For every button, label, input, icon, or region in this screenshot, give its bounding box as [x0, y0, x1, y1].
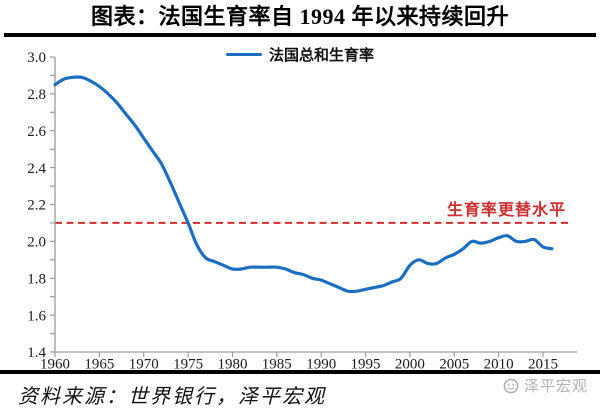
page-title: 图表：法国生育率自 1994 年以来持续回升: [90, 4, 509, 29]
x-tick-label: 1990: [306, 357, 336, 371]
y-tick-label: 1.6: [27, 308, 46, 324]
y-tick-label: 1.4: [27, 345, 46, 361]
data-source-note: 资料来源：世界银行，泽平宏观: [18, 386, 326, 408]
x-tick-label: 2000: [395, 357, 425, 371]
replacement-level-label: 生育率更替水平: [446, 202, 566, 219]
x-tick-label: 1980: [218, 357, 248, 371]
y-tick-label: 2.8: [27, 87, 46, 103]
x-tick-label: 2005: [439, 357, 469, 371]
watermark: 泽平宏观: [502, 375, 588, 396]
x-tick-label: 1965: [84, 357, 114, 371]
zepinghongguan-logo-icon: [503, 378, 519, 393]
y-tick-label: 1.8: [27, 271, 46, 287]
x-tick-label: 2010: [484, 357, 514, 371]
x-tick-label: 1960: [40, 357, 70, 371]
x-tick-label: 1970: [129, 357, 159, 371]
x-tick-label: 2015: [528, 357, 558, 371]
fertility-chart-svg: 1.4 1.6 1.8 2.0 2.2 2.4 2.6 2.8 3.0 1960 1965 1970 1…: [27, 50, 577, 371]
x-tick-label: 1985: [262, 357, 292, 371]
y-tick-label: 2.4: [27, 161, 46, 177]
bottom-divider-rule: [0, 370, 600, 374]
y-tick-label: 3.0: [27, 50, 46, 66]
fertility-rate-line: [53, 75, 554, 294]
x-tick-label: 1995: [351, 357, 381, 371]
x-tick-label: 1975: [173, 357, 203, 371]
y-tick-label: 2.0: [27, 235, 46, 251]
top-divider-rule: [4, 33, 596, 37]
y-tick-label: 2.6: [27, 124, 46, 140]
y-tick-label: 2.2: [27, 198, 46, 214]
watermark-text: 泽平宏观: [523, 379, 588, 395]
